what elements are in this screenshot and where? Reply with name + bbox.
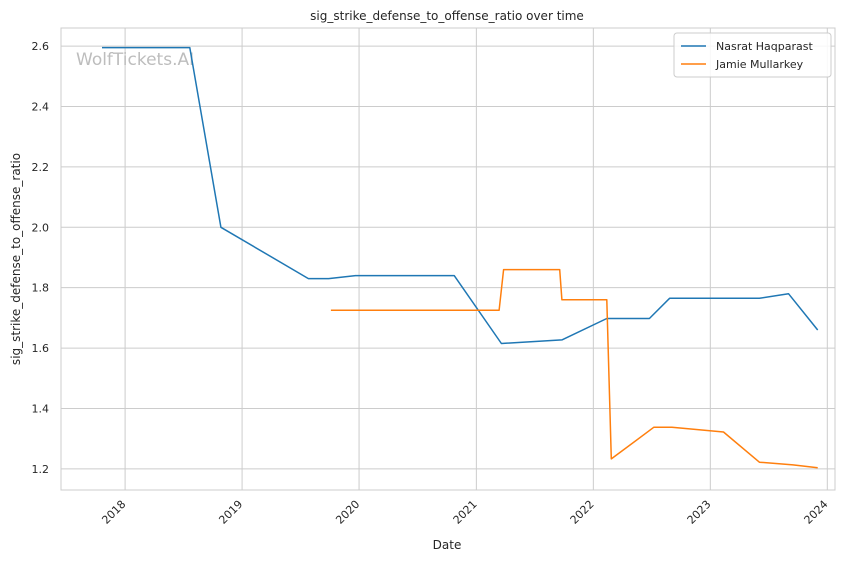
y-gridlines	[61, 45, 835, 470]
y-axis-ticks: 1.2 1.4 1.6 1.8 2.0 2.2 2.4 2.6	[32, 40, 50, 476]
y-tick-label: 2.0	[32, 221, 50, 234]
y-axis-title: sig_strike_defense_to_offense_ratio	[9, 153, 23, 365]
y-tick-label: 2.4	[32, 101, 50, 114]
y-tick-label: 1.2	[32, 463, 50, 476]
legend-box	[673, 32, 832, 78]
y-tick-label: 2.6	[32, 40, 50, 53]
plot-area-frame	[60, 27, 836, 491]
x-gridlines	[124, 28, 828, 490]
series-line-nasrat-haqparast	[102, 46, 819, 345]
y-tick-label: 1.4	[32, 402, 50, 415]
y-tick-label: 2.2	[32, 161, 50, 174]
y-tick-label: 1.6	[32, 342, 50, 355]
series-lines	[102, 46, 819, 469]
legend-label-jamie-mullarkey: Jamie Mullarkey	[715, 58, 804, 71]
y-tick-label: 1.8	[32, 282, 50, 295]
legend: Nasrat Haqparast Jamie Mullarkey	[673, 32, 832, 78]
x-axis-title: Date	[433, 538, 462, 552]
watermark-text: WolfTickets.AI	[76, 50, 194, 70]
legend-label-nasrat-haqparast: Nasrat Haqparast	[716, 40, 813, 53]
series-line-jamie-mullarkey	[330, 268, 818, 469]
chart-title: sig_strike_defense_to_offense_ratio over…	[310, 9, 584, 23]
